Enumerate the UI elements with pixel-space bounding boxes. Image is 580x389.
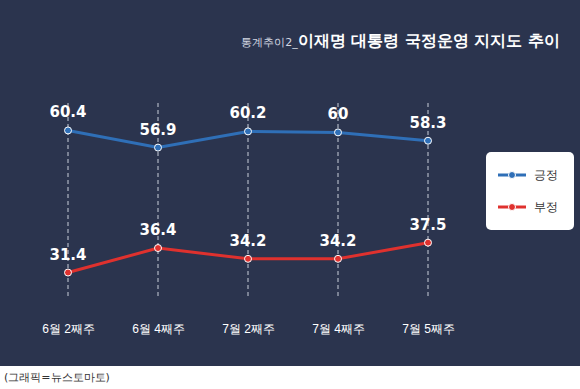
x-tick-label: 7월 5째주	[402, 322, 455, 336]
x-axis: 6월 2째주 6월 4째주 7월 2째주 7월 4째주 7월 5째주	[42, 322, 455, 336]
data-label: 60.4	[49, 103, 86, 121]
background	[0, 0, 580, 366]
series-marker	[155, 144, 162, 151]
title: 통계추이2_이재명 대통령 국정운영 지지도 추이	[241, 31, 560, 50]
series-marker	[425, 239, 432, 246]
x-tick: 6월 2째주	[42, 322, 95, 336]
x-tick: 7월 5째주	[402, 322, 455, 336]
data-label: 34.2	[229, 232, 266, 250]
data-label: 31.4	[49, 246, 86, 264]
legend-label: 부정	[534, 200, 558, 214]
series-marker	[65, 127, 72, 134]
data-label: 56.9	[139, 121, 176, 139]
series-marker	[335, 255, 342, 262]
legend-box	[486, 152, 574, 230]
data-label: 37.5	[409, 216, 446, 234]
chart: 통계추이2_이재명 대통령 국정운영 지지도 추이 6월 2째주 6월 4째주 7월 …	[0, 0, 580, 389]
legend-marker	[509, 204, 516, 211]
category-guides	[68, 103, 428, 299]
legend-label: 긍정	[534, 168, 558, 182]
x-tick: 7월 2째주	[222, 322, 275, 336]
series-marker	[425, 137, 432, 144]
data-label: 60	[328, 105, 349, 123]
data-label: 34.2	[319, 232, 356, 250]
legend: 긍정부정	[486, 152, 574, 230]
x-tick-label: 6월 4째주	[132, 322, 185, 336]
x-tick: 6월 4째주	[132, 322, 185, 336]
x-tick-label: 7월 2째주	[222, 322, 275, 336]
legend-marker	[509, 172, 516, 179]
data-label: 58.3	[409, 114, 446, 132]
series-marker	[245, 128, 252, 135]
data-label: 36.4	[139, 221, 176, 239]
plot-marks	[65, 127, 432, 276]
series-marker	[335, 129, 342, 136]
x-tick-label: 6월 2째주	[42, 322, 95, 336]
series-marker	[65, 269, 72, 276]
series-marker	[245, 255, 252, 262]
data-label: 60.2	[229, 104, 266, 122]
x-tick: 7월 4째주	[312, 322, 365, 336]
data-labels: 60.4 56.9 60.2 60 58.3 31.4 36.4 34.2 34.2 37.5	[49, 103, 446, 263]
category-guide	[428, 103, 429, 299]
series-marker	[155, 245, 162, 252]
caption: (그래픽=뉴스토마토)	[4, 371, 110, 384]
x-tick-label: 7월 4째주	[312, 322, 365, 336]
